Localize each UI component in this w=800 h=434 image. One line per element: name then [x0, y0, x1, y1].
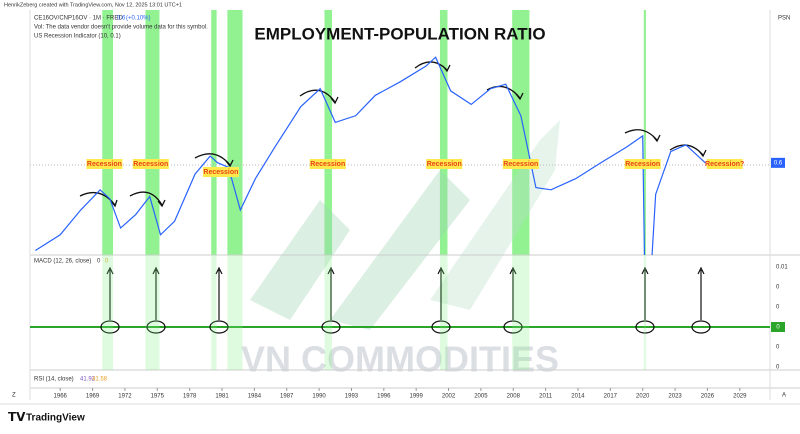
annotation: Recession?	[705, 161, 744, 168]
chart-title: EMPLOYMENT-POPULATION RATIO	[254, 24, 545, 43]
macd-axis-label: 0	[776, 345, 780, 351]
corner-right: A	[782, 393, 786, 399]
x-tick-label: 1999	[410, 394, 424, 400]
x-tick-label: 2011	[539, 394, 553, 400]
x-tick-label: 2005	[474, 394, 488, 400]
rsi-value: 41.92	[80, 377, 96, 383]
x-tick-label: 2002	[442, 394, 456, 400]
recession-band	[439, 255, 448, 370]
x-tick-label: 2020	[636, 394, 650, 400]
recession-band	[512, 255, 530, 370]
price-tag-label: 0.6	[774, 160, 783, 166]
macd-axis-label: 0	[776, 305, 780, 311]
x-tick-label: 1984	[248, 394, 262, 400]
peak-arrows	[79, 61, 707, 208]
x-tick-label: 1996	[377, 394, 391, 400]
annotation: Recession	[203, 169, 238, 176]
x-tick-label: 2014	[571, 394, 585, 400]
annotation-bg	[86, 159, 123, 169]
annotation: Recession	[310, 161, 345, 168]
recession-band	[211, 10, 217, 255]
x-tick-label: 1972	[118, 394, 132, 400]
recession-band	[227, 255, 243, 370]
last: 0.6	[117, 16, 126, 22]
price-tag	[771, 157, 785, 168]
recession-band	[643, 10, 646, 255]
annotation-bg	[132, 159, 169, 169]
annotation-bg	[426, 159, 463, 169]
annotation-bg	[502, 159, 539, 169]
symbol: CE16OV/CNP16OV · 1M · FRED	[34, 16, 123, 22]
annotation: Recession	[427, 161, 462, 168]
x-tick-label: 2023	[668, 394, 682, 400]
annotation-bg	[706, 159, 743, 169]
annotation-bg	[202, 167, 239, 177]
recession-band	[643, 255, 646, 370]
recession-band	[102, 10, 114, 255]
volume-note: Vol: The data vendor doesn't provide vol…	[34, 25, 208, 31]
x-tick-label: 1990	[312, 394, 326, 400]
recession-band	[211, 255, 217, 370]
recession-band	[227, 10, 243, 255]
recession-band	[145, 255, 160, 370]
annotation: Recession	[133, 161, 168, 168]
macd-axis-label: 0	[776, 285, 780, 291]
x-tick-label: 2017	[604, 394, 618, 400]
x-tick-label: 1987	[280, 394, 294, 400]
indicator: US Recession Indicator (10, 0.1)	[34, 34, 121, 40]
recession-band	[512, 10, 530, 255]
annotation: Recession	[625, 161, 660, 168]
recession-band	[102, 255, 114, 370]
x-tick-label: 1993	[345, 394, 359, 400]
rsi-label: RSI (14, close)	[34, 377, 74, 383]
annotation: Recession	[503, 161, 538, 168]
logo-mark: 𝗧𝗩	[8, 410, 26, 424]
macd-value: 0	[105, 259, 109, 265]
rsi-value: 41.58	[92, 377, 108, 383]
corner-left: Z	[12, 393, 16, 399]
recession-band	[324, 255, 333, 370]
x-tick-label: 2029	[733, 394, 747, 400]
macd-zero-label: 0	[776, 325, 780, 331]
macd-value: 0	[97, 259, 101, 265]
macd-zero-tag	[771, 322, 785, 332]
change: (+0.10%)	[126, 16, 151, 22]
annotation-bg	[309, 159, 346, 169]
x-tick-label: 2008	[507, 394, 521, 400]
x-tick-label: 1981	[215, 394, 229, 400]
macd-axis-label: 0	[776, 365, 780, 371]
recession-band	[324, 10, 333, 255]
x-tick-label: 1969	[86, 394, 100, 400]
recession-band	[439, 10, 448, 255]
x-tick-label: 2026	[701, 394, 715, 400]
macd-axis-label: 0.01	[776, 265, 788, 271]
macd-markers	[100, 266, 711, 334]
data-line	[35, 56, 706, 255]
x-tick-label: 1975	[151, 394, 165, 400]
macd-label: MACD (12, 26, close)	[34, 259, 91, 265]
watermark-text: VN COMMODITIES	[241, 339, 559, 380]
annotation: Recession	[87, 161, 122, 168]
x-tick-label: 1978	[183, 394, 197, 400]
annotation-bg	[624, 159, 661, 169]
credit: HenrikZeberg created with TradingView.co…	[4, 2, 182, 8]
x-tick-label: 1966	[54, 394, 68, 400]
scale-label: PSN	[778, 16, 790, 22]
brand: TradingView	[26, 413, 85, 424]
